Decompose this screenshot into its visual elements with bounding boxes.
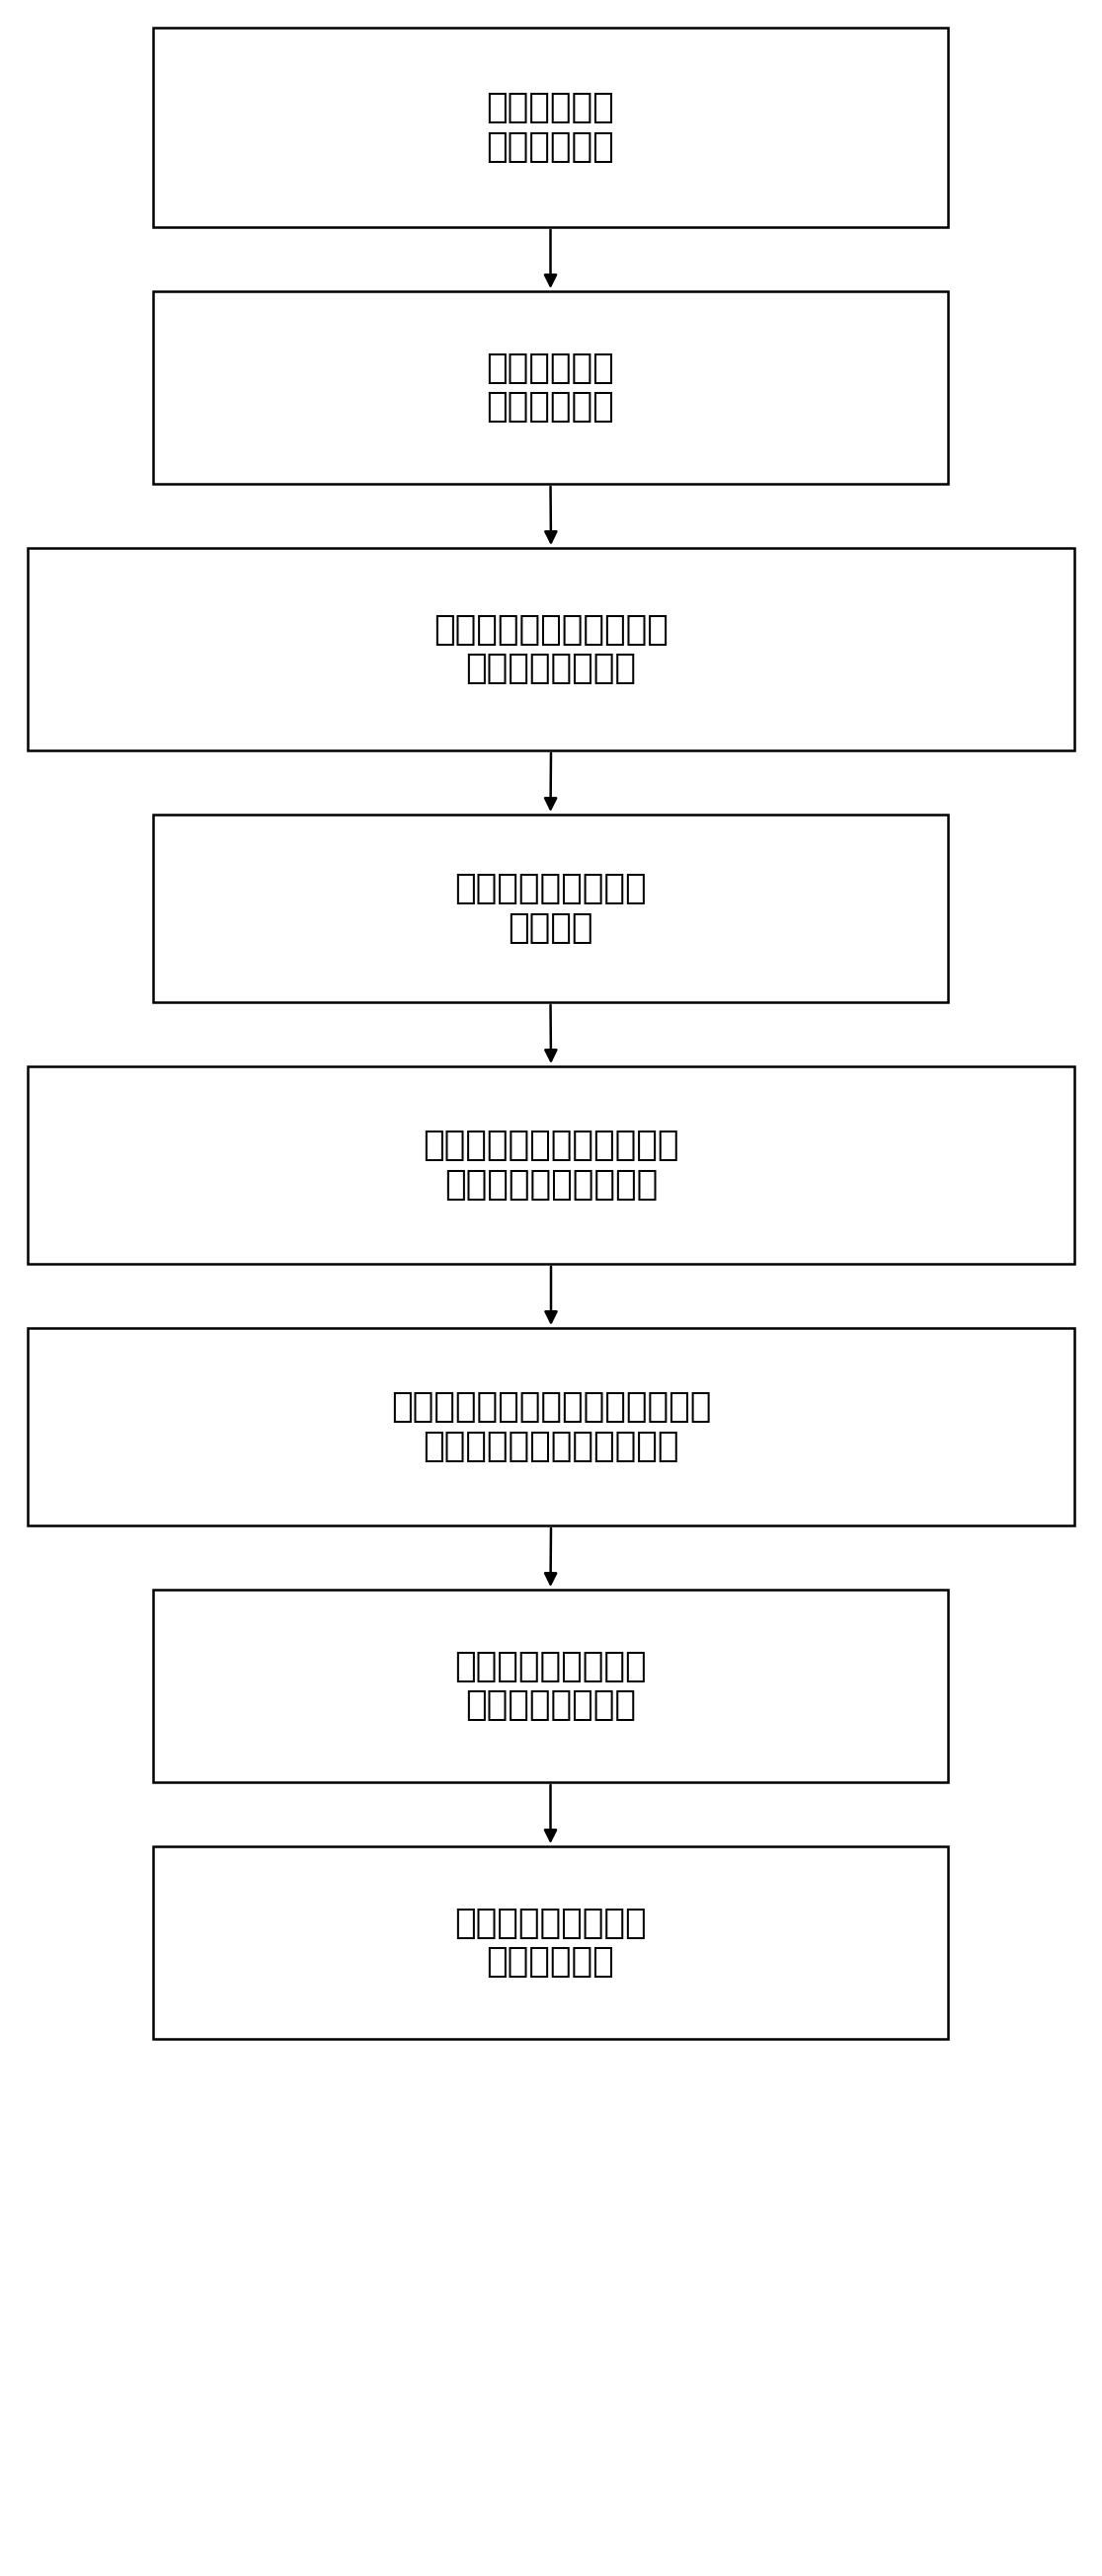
Bar	[153, 291, 948, 484]
Bar	[153, 28, 948, 227]
Text: 计算子带信号矩阵的协方差矩阵及
协方差矩阵的模极大値向量: 计算子带信号矩阵的协方差矩阵及 协方差矩阵的模极大値向量	[391, 1391, 711, 1463]
Text: 对振动信号进
行归一化处理: 对振动信号进 行归一化处理	[486, 350, 615, 425]
Text: 对振动信号进行傅里叶变
换，得到频谱分布: 对振动信号进行傅里叶变 换，得到频谱分布	[433, 613, 669, 685]
Bar	[28, 1066, 1074, 1265]
Bar	[153, 1847, 948, 2038]
Bar	[153, 1589, 948, 1783]
Text: 根据频谱分布设计多
层滤波器: 根据频谱分布设计多 层滤波器	[454, 873, 647, 945]
Bar	[28, 1329, 1074, 1525]
Text: 计算模极大値向量的
统计量及其控制限: 计算模极大値向量的 统计量及其控制限	[454, 1649, 647, 1723]
Text: 将频谱分布输入至多层滤波
器，形成子带信号矩阵: 将频谱分布输入至多层滤波 器，形成子带信号矩阵	[423, 1128, 679, 1200]
Text: 采集有载分接
开关振动信号: 采集有载分接 开关振动信号	[486, 90, 615, 165]
Bar	[28, 549, 1074, 750]
Text: 对有载分接开关机械
状态进行判别: 对有载分接开关机械 状态进行判别	[454, 1906, 647, 1978]
Bar	[153, 814, 948, 1002]
